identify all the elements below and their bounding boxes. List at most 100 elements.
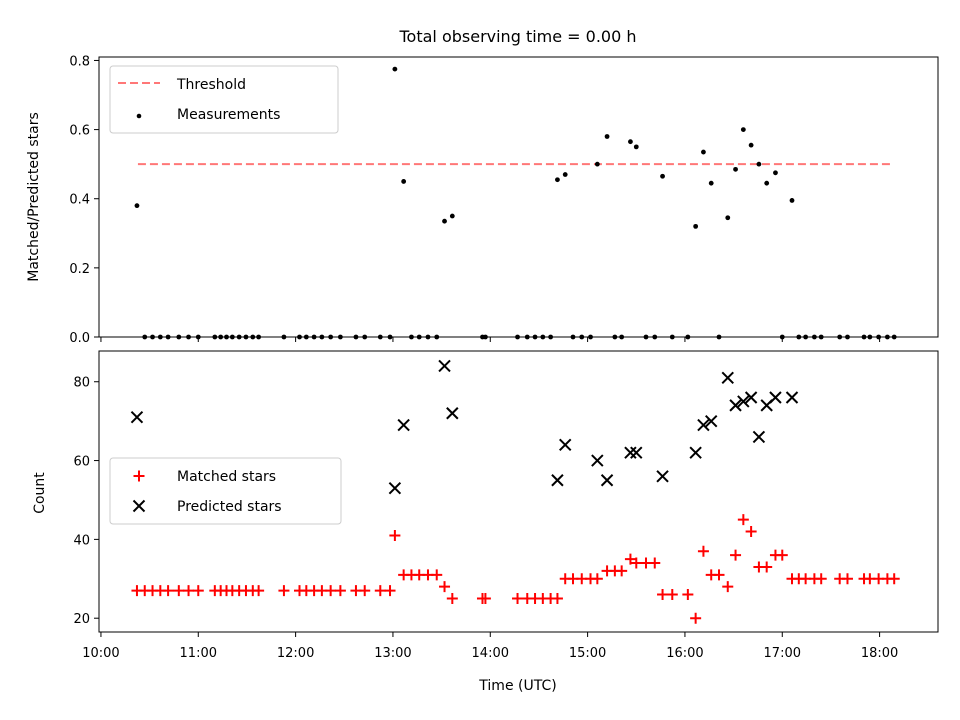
matched-star-point (745, 526, 757, 538)
matched-star-point (776, 549, 788, 561)
x-tick-label: 11:00 (180, 646, 217, 661)
matched-star-point (630, 557, 642, 569)
matched-star-point (591, 573, 603, 585)
top-y-ticks: 0.0 0.2 0.4 0.6 0.8 (69, 54, 99, 346)
measurement-point (555, 177, 560, 183)
predicted-star-point (737, 395, 750, 408)
measurement-point (725, 215, 731, 221)
bottom-y-tick-label: 20 (73, 612, 90, 627)
top-y-tick-label: 0.8 (69, 54, 90, 69)
predicted-star-point (744, 391, 758, 404)
predicted-star-point (785, 391, 799, 404)
legend-measurements-swatch (136, 113, 142, 119)
matched-star-point (841, 573, 853, 585)
predicted-star-point (388, 481, 402, 495)
matched-star-point (624, 553, 636, 565)
bottom-plot-frame (98, 350, 939, 633)
predicted-star-point (656, 470, 669, 483)
top-y-tick-label: 0.2 (69, 262, 90, 277)
measurement-point (740, 127, 746, 132)
x-tick-label: 14:00 (472, 646, 509, 661)
measurement-point (733, 166, 738, 172)
top-y-tick-label: 0.6 (69, 124, 90, 139)
bottom-y-axis-label: Count (32, 472, 48, 514)
x-tick-label: 15:00 (569, 646, 606, 661)
matched-star-point (278, 585, 290, 597)
predicted-star-point (752, 430, 766, 444)
matched-star-point (173, 585, 185, 597)
predicted-star-point (438, 359, 451, 373)
measurement-point (748, 142, 754, 148)
bottom-y-tick-label: 40 (73, 533, 90, 548)
matched-star-point (384, 585, 396, 597)
top-legend-box (109, 65, 339, 134)
top-panel: Matched/Predicted stars 0.00.20.40.60.8 … (26, 54, 939, 346)
predicted-star-point (705, 414, 718, 428)
measurement-point (773, 170, 778, 176)
measurement-point (764, 180, 770, 186)
bottom-x-ticks: 10:00 11:00 12:00 13:00 14:00 15:00 16:00 17:00… (82, 632, 898, 661)
matched-star-point (657, 589, 669, 601)
measurement-point (633, 144, 639, 150)
matched-star-point (374, 585, 386, 597)
bottom-legend: Matched stars Predicted stars (109, 457, 342, 525)
measurement-point (562, 172, 568, 177)
x-axis-label: Time (UTC) (478, 678, 556, 694)
measurement-point (693, 223, 699, 229)
matched-star-point (253, 585, 265, 597)
x-tick-label: 18:00 (861, 646, 898, 661)
matched-star-point (325, 585, 337, 597)
matched-star-point (446, 593, 458, 605)
predicted-star-point (721, 371, 734, 385)
measurement-point (708, 180, 714, 186)
matched-star-point (439, 581, 451, 593)
x-tick-label: 10:00 (82, 646, 119, 661)
matched-star-point (389, 529, 401, 541)
chart-title: Total observing time = 0.00 h (398, 27, 636, 46)
predicted-star-point (697, 418, 710, 432)
predicted-star-point (130, 411, 144, 424)
legend-predicted-label: Predicted stars (177, 499, 282, 515)
legend-matched-swatch (133, 470, 145, 482)
matched-star-point (737, 514, 749, 526)
bottom-panel: Count 20 40 60 80 10:00 11:00 12:00 13:00 14:00… (32, 350, 939, 694)
x-tick-label: 12:00 (277, 646, 314, 661)
measurement-point (701, 149, 706, 155)
matched-star-point (697, 545, 709, 557)
matched-star-point (359, 585, 371, 597)
matched-star-point (722, 581, 734, 593)
measurement-point (442, 218, 447, 224)
matched-star-point (512, 593, 524, 605)
predicted-stars-points (130, 359, 799, 495)
legend-matched-label: Matched stars (177, 469, 276, 485)
predicted-star-point (559, 438, 572, 452)
matched-star-point (690, 612, 702, 624)
bottom-legend-box (109, 457, 342, 525)
legend-threshold-label: Threshold (176, 77, 246, 93)
bottom-y-tick-label: 80 (73, 376, 90, 391)
measurement-point (604, 134, 610, 139)
x-tick-label: 17:00 (764, 646, 801, 661)
top-y-axis-label: Matched/Predicted stars (26, 112, 42, 282)
matched-star-point (479, 593, 491, 605)
measurement-point (449, 213, 455, 219)
measurement-point (660, 173, 665, 179)
predicted-star-point (624, 446, 637, 459)
bottom-y-tick-label: 60 (73, 455, 90, 470)
predicted-star-point (769, 391, 782, 404)
matched-star-point (888, 573, 900, 585)
x-tick-label: 16:00 (666, 646, 703, 661)
top-y-tick-label: 0.4 (69, 193, 90, 208)
measurement-point (756, 161, 762, 167)
bottom-y-ticks: 20 40 60 80 (73, 376, 99, 627)
measurement-point (134, 203, 140, 209)
top-x-ticks (100, 337, 881, 342)
measurement-point (789, 198, 795, 203)
predicted-star-point (729, 399, 742, 412)
predicted-star-point (591, 454, 604, 467)
matched-star-point (183, 585, 195, 597)
x-tick-label: 13:00 (374, 646, 411, 661)
matched-star-point (761, 561, 773, 573)
matched-star-point (649, 557, 661, 569)
